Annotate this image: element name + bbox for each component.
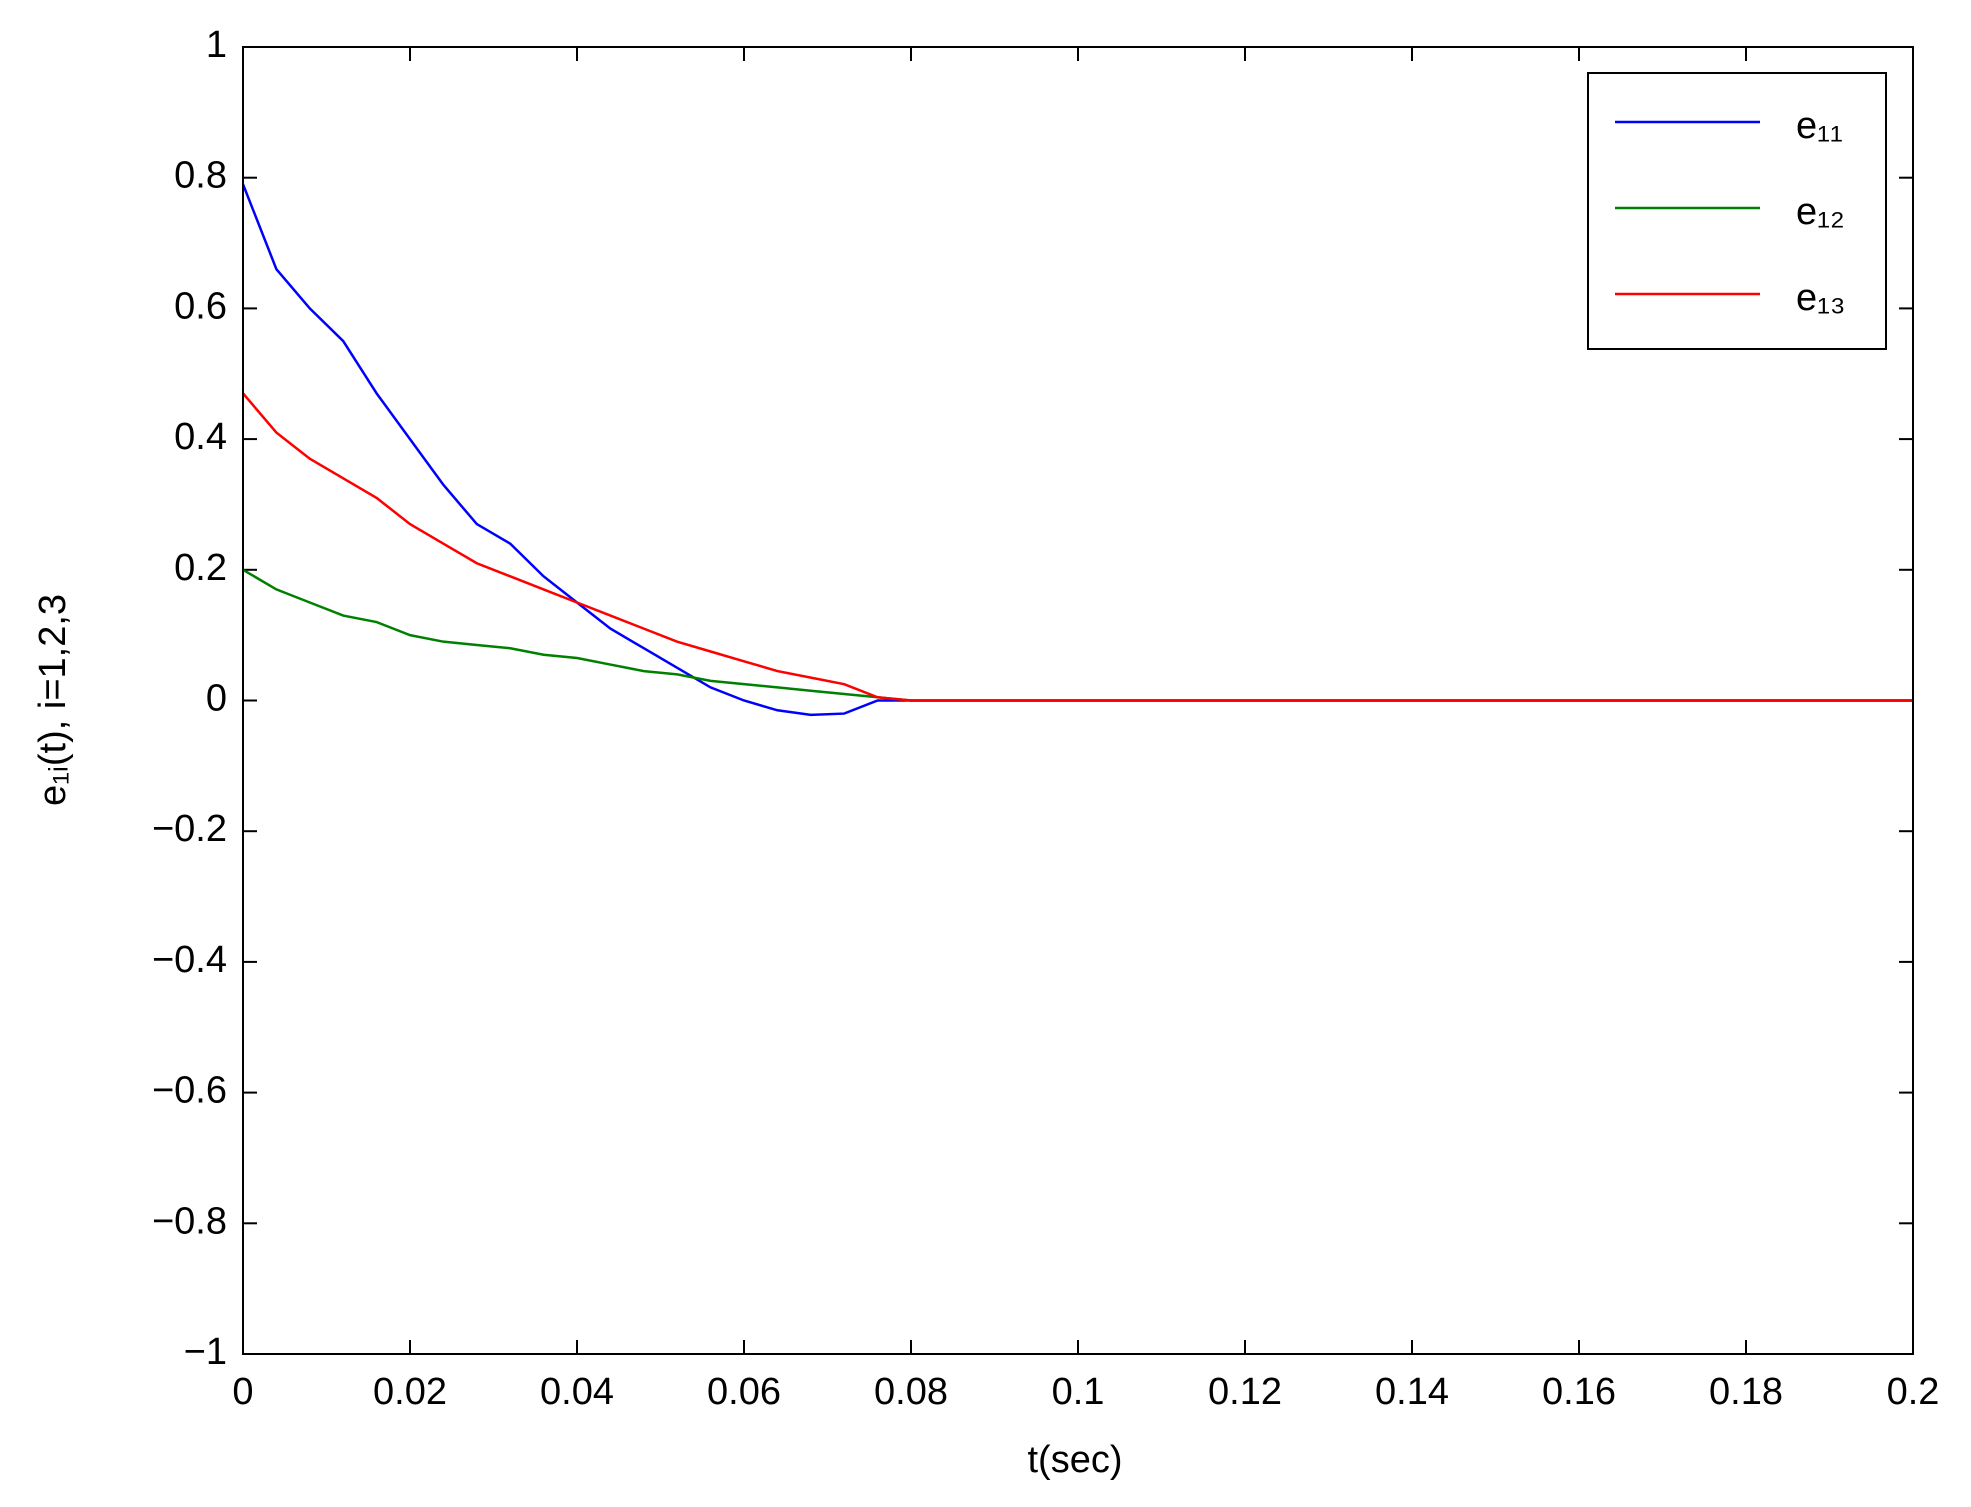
legend-box [1587,72,1887,350]
legend-label: e₁₃ [1796,277,1845,319]
y-tick-label: 0.2 [174,547,227,589]
y-tick-label: −0.4 [152,939,227,981]
x-tick-label: 0.02 [373,1371,447,1413]
x-tick-label: 0.12 [1208,1371,1282,1413]
x-tick-label: 0.06 [707,1371,781,1413]
y-tick-label: −0.8 [152,1200,227,1242]
x-tick-label: 0.2 [1887,1371,1940,1413]
y-tick-label: 0.8 [174,155,227,197]
y-tick-label: 0.6 [174,285,227,327]
y-tick-label: 0 [206,678,227,720]
y-tick-label: −0.2 [152,808,227,850]
y-tick-label: −1 [184,1331,227,1373]
x-tick-label: 0 [232,1371,253,1413]
y-tick-label: 1 [206,24,227,66]
data-line [242,392,1913,702]
x-tick-label: 0.18 [1709,1371,1783,1413]
y-axis-label: e₁ᵢ(t), i=1,2,3 [32,594,74,806]
legend-label: e₁₁ [1796,105,1843,147]
x-tick-label: 0.1 [1052,1371,1105,1413]
legend: e₁₁ e₁₂ e₁₃ [1587,72,1887,350]
x-tick-label: 0.16 [1542,1371,1616,1413]
legend-label: e₁₂ [1796,191,1845,233]
x-tick-label: 0.04 [540,1371,614,1413]
x-axis-label: t(sec) [1028,1439,1123,1481]
plot-frame [242,46,1914,1355]
x-tick-label: 0.08 [874,1371,948,1413]
y-tick-label: 0.4 [174,416,227,458]
data-line [242,568,1913,702]
y-tick-label: −0.6 [152,1070,227,1112]
x-tick-label: 0.14 [1375,1371,1449,1413]
